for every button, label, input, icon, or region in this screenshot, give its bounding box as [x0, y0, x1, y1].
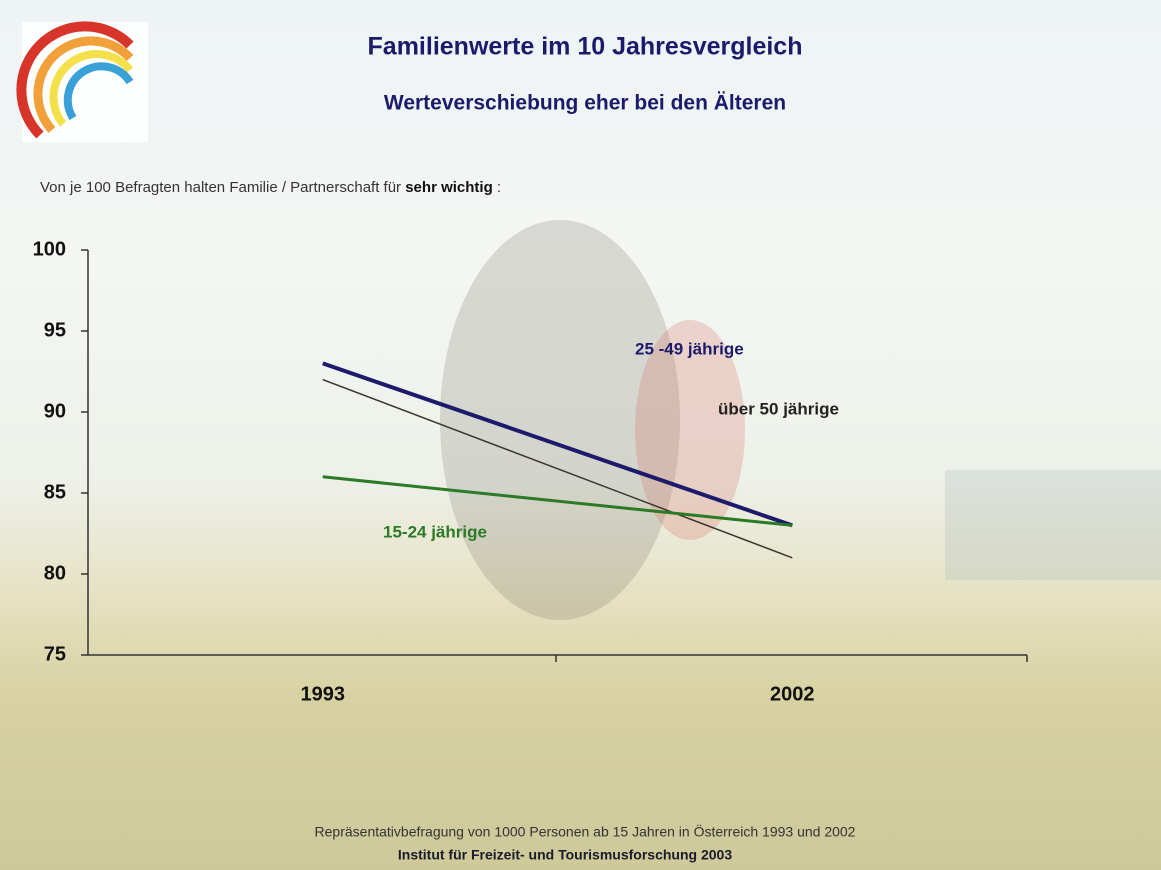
y-tick-label: 95 [44, 319, 66, 341]
y-tick-label: 85 [44, 481, 66, 503]
footer-line: Repräsentativbefragung von 1000 Personen… [315, 823, 856, 840]
figure-shadow [635, 320, 745, 540]
logo [16, 21, 148, 142]
chart-title: Familienwerte im 10 Jahresvergleich [368, 33, 803, 61]
chart-subtitle: Werteverschiebung eher bei den Älteren [384, 92, 786, 115]
house [945, 470, 1161, 580]
note-text: Von je 100 Befragten halten Familie / Pa… [40, 179, 401, 196]
figure-shadow [440, 220, 680, 620]
x-tick-label: 2002 [770, 683, 815, 705]
y-tick-label: 80 [44, 562, 66, 584]
note-emphasis: sehr wichtig [405, 179, 493, 196]
note-suffix: : [497, 179, 501, 196]
series-line [322, 475, 793, 527]
series-line [322, 378, 793, 559]
y-tick-label: 100 [33, 238, 66, 260]
y-tick-label: 75 [44, 643, 66, 665]
series-label: 25 -49 jährige [635, 339, 744, 358]
series-line [322, 361, 793, 528]
note: Von je 100 Befragten halten Familie / Pa… [40, 179, 501, 196]
series-label: über 50 jährige [718, 399, 839, 418]
series-label: 15-24 jährige [383, 522, 487, 541]
footer-line: Institut für Freizeit- und Tourismusfors… [398, 847, 732, 863]
y-tick-label: 90 [44, 400, 66, 422]
x-tick-label: 1993 [301, 683, 346, 705]
